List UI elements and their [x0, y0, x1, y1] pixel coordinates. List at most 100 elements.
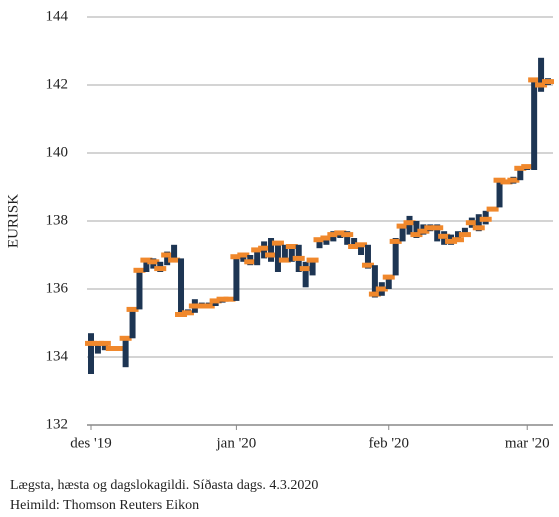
close-tick [168, 257, 181, 263]
note: Lægsta, hæsta og dagslokagildi. Síðasta … [10, 478, 318, 493]
close-tick [528, 77, 541, 83]
y-tick-label: 136 [46, 280, 69, 296]
close-tick [209, 298, 222, 304]
close-tick [424, 225, 437, 231]
range-bar [454, 231, 461, 242]
close-tick [285, 244, 298, 249]
close-tick [251, 247, 264, 253]
close-tick [327, 232, 340, 238]
range-bar [531, 78, 538, 170]
range-bar [413, 221, 420, 238]
close-tick [244, 259, 257, 265]
range-bar [268, 238, 275, 262]
range-bar [88, 333, 94, 374]
close-tick [438, 233, 451, 239]
range-bar [344, 231, 351, 245]
range-bar [461, 227, 468, 237]
range-bar [94, 341, 101, 354]
range-bar [233, 255, 240, 301]
close-tick [396, 223, 409, 229]
x-tick-label: jan '20 [216, 435, 257, 451]
close-tick [417, 228, 430, 234]
close-tick [507, 177, 520, 183]
y-tick-label: 134 [46, 348, 69, 364]
range-bar [323, 236, 330, 245]
close-tick [133, 267, 146, 273]
close-tick [216, 296, 229, 302]
range-bar [385, 275, 392, 289]
range-bar [538, 57, 545, 92]
close-tick [265, 252, 278, 258]
range-bar [364, 244, 371, 269]
y-tick-label: 144 [46, 8, 69, 24]
close-tick [175, 312, 188, 317]
close-tick [465, 220, 478, 226]
range-bar [288, 244, 295, 262]
range-bar [254, 248, 261, 266]
range-bar [475, 214, 482, 232]
close-tick [479, 216, 492, 222]
note: Heimild: Thomson Reuters Eikon [10, 498, 199, 513]
range-bar [496, 180, 503, 208]
y-tick-label: 138 [46, 212, 69, 228]
close-tick [535, 82, 548, 88]
close-tick [472, 225, 485, 231]
close-tick [292, 255, 305, 261]
close-tick [382, 274, 395, 280]
close-tick [140, 257, 153, 263]
range-bar [351, 238, 358, 249]
range-bar [240, 253, 247, 262]
range-bar [517, 166, 524, 181]
close-tick [112, 346, 125, 351]
close-tick [98, 340, 111, 346]
close-tick [271, 240, 284, 246]
range-bar [302, 261, 309, 288]
y-tick-label: 142 [46, 76, 69, 92]
close-tick [223, 296, 236, 302]
close-tick [195, 303, 208, 309]
range-bar [143, 258, 150, 272]
range-bar [358, 244, 365, 255]
close-tick [230, 254, 243, 260]
close-tick [278, 257, 291, 263]
y-tick-label: 132 [46, 416, 69, 432]
close-tick [514, 165, 527, 171]
close-tick [237, 252, 250, 258]
close-tick [154, 266, 167, 272]
range-bar [122, 336, 129, 368]
close-tick [493, 177, 506, 183]
close-tick [161, 252, 174, 258]
close-tick [306, 257, 319, 263]
range-bar [171, 244, 178, 262]
close-tick [188, 303, 201, 309]
close-tick [348, 244, 361, 249]
range-bar [434, 224, 441, 242]
close-tick [105, 346, 118, 351]
range-bar [309, 258, 316, 276]
close-tick [341, 232, 354, 238]
close-tick [147, 259, 160, 265]
close-tick [389, 238, 402, 244]
y-axis-label: EURISK [5, 194, 21, 248]
x-tick-label: des '19 [70, 435, 111, 451]
close-tick [119, 335, 132, 341]
close-tick [313, 237, 326, 243]
range-bar [392, 238, 399, 276]
x-tick-label: mar '20 [505, 435, 550, 451]
range-bar [136, 268, 143, 310]
close-tick [458, 232, 471, 238]
close-tick [202, 303, 215, 309]
close-tick [355, 242, 368, 248]
close-tick [486, 206, 499, 212]
range-bar [178, 258, 185, 317]
range-bar [406, 215, 413, 235]
close-tick [542, 79, 554, 85]
close-tick [181, 310, 194, 316]
close-tick [500, 179, 513, 185]
close-tick [361, 262, 374, 268]
close-tick [410, 232, 423, 238]
close-tick [451, 237, 464, 243]
close-tick [320, 235, 333, 241]
range-bar [399, 224, 406, 242]
